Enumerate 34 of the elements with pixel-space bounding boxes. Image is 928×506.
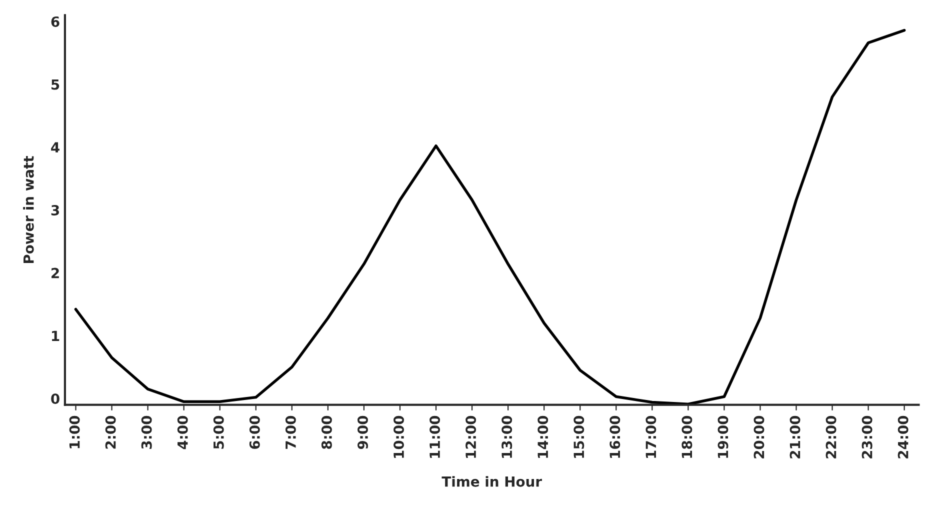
x-axis-title: Time in Hour [442,476,542,487]
x-tick-label: 16:00 [610,416,620,458]
x-tick-label: 17:00 [646,416,656,458]
x-tick-label: 5:00 [213,416,224,449]
x-tick-label: 13:00 [502,416,512,458]
y-tick-label: 6 [51,16,60,27]
y-tick-label: 4 [51,142,60,152]
x-tick-label: 8:00 [321,416,332,449]
x-tick-label: 2:00 [105,416,116,449]
x-tick-label: 14:00 [538,416,548,458]
x-tick-label: 3:00 [141,416,152,449]
x-tick-label: 21:00 [790,416,800,458]
x-tick-label: 15:00 [574,416,584,458]
x-tick-label: 24:00 [898,416,908,458]
x-tick-label: 1:00 [69,416,80,448]
x-tick-label: 12:00 [466,416,476,458]
y-tick-label: 5 [52,79,60,90]
x-tick-label: 19:00 [718,416,728,458]
x-tick-label: 10:00 [394,416,404,458]
y-axis-title: Power in watt [23,156,34,264]
x-tick-label: 11:00 [430,416,440,458]
line-series [74,28,906,405]
y-tick-label: 1 [52,330,60,341]
x-tick-label: 18:00 [682,416,692,458]
x-tick-label: 22:00 [826,416,836,458]
x-tick-label: 7:00 [285,416,296,449]
x-tick-label: 6:00 [249,416,260,449]
x-tick-label: 4:00 [177,416,188,450]
y-tick-label: 3 [51,204,59,216]
x-tick-label: 20:00 [754,416,764,458]
y-tick-label: 2 [52,268,59,278]
y-tick-label: 0 [51,393,60,404]
x-tick-label: 23:00 [862,416,872,458]
x-tick-label: 9:00 [357,416,368,450]
